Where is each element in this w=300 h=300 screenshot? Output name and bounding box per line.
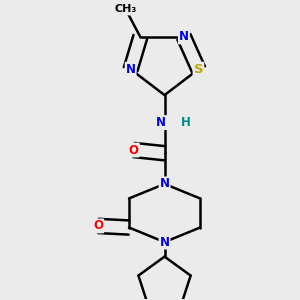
Text: N: N <box>156 116 166 129</box>
Text: N: N <box>126 63 136 76</box>
Text: O: O <box>93 219 103 232</box>
Text: H: H <box>181 116 190 129</box>
Text: O: O <box>129 143 139 157</box>
Text: N: N <box>179 30 189 44</box>
Text: N: N <box>160 236 170 249</box>
Text: S: S <box>194 63 203 76</box>
Text: N: N <box>160 177 170 190</box>
Text: CH₃: CH₃ <box>115 4 137 14</box>
